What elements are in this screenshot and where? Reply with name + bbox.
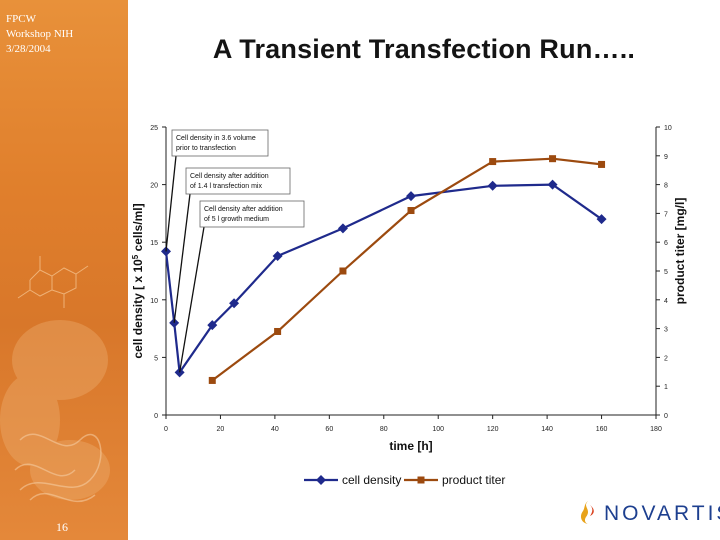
sidebar-panel: FPCW Workshop NIH 3/28/2004 16 — [0, 0, 128, 540]
novartis-logo-text: NOVARTIS — [604, 502, 720, 525]
annotation-text: of 1.4 l transfection mix — [190, 183, 262, 190]
chart-series — [161, 155, 607, 384]
data-point-product-titer — [274, 327, 282, 335]
novartis-logo: NOVARTIS — [572, 497, 720, 527]
sidebar-caption: FPCW Workshop NIH 3/28/2004 — [6, 12, 73, 57]
y-right-tick-label: 6 — [664, 240, 668, 247]
y-left-tick-label: 10 — [150, 298, 158, 305]
annotation-text: Cell density after addition — [204, 206, 283, 213]
x-tick-label: 180 — [650, 426, 662, 433]
y-axis-left-label: cell density [ x 105 cells/ml] — [131, 203, 146, 358]
annotation-box — [171, 129, 269, 157]
y-right-tick-label: 1 — [664, 384, 668, 391]
sidebar-org: FPCW — [6, 13, 36, 25]
y-right-tick-label: 2 — [664, 355, 668, 362]
chart: 0 20 40 60 80 100 120 140 160 1800510152025012345… — [131, 125, 688, 487]
molecule-illustration — [0, 256, 110, 503]
annotation-text: of 5 l growth medium — [204, 216, 269, 223]
y-right-tick-label: 4 — [664, 298, 668, 305]
x-tick-label: 60 — [325, 426, 333, 433]
y-right-tick-label: 10 — [664, 125, 672, 132]
y-axis-left-label-exp: 5 — [131, 254, 140, 259]
y-right-tick-label: 7 — [664, 211, 668, 218]
legend-marker — [417, 476, 425, 484]
y-axis-left-label-main: cell density [ x 10 — [131, 259, 145, 359]
legend-label: product titer — [442, 473, 505, 487]
data-point-product-titer — [208, 376, 216, 384]
data-point-product-titer — [407, 207, 415, 215]
annotation-text: Cell density after addition — [190, 173, 269, 180]
x-tick-label: 120 — [487, 426, 499, 433]
y-axis-left-label-unit: cells/ml] — [131, 203, 145, 254]
y-right-tick-label: 9 — [664, 154, 668, 161]
data-point-product-titer — [489, 158, 497, 166]
annotation-box — [199, 200, 305, 228]
data-point-cell-density — [207, 320, 218, 331]
x-tick-label: 40 — [271, 426, 279, 433]
x-axis-label: time [h] — [389, 439, 432, 453]
y-left-tick-label: 15 — [150, 240, 158, 247]
data-point-cell-density — [337, 223, 348, 234]
data-point-product-titer — [549, 155, 557, 163]
y-axis-right-label: product titer [mg/l] — [673, 198, 687, 305]
data-point-product-titer — [598, 160, 606, 168]
data-point-cell-density — [272, 251, 283, 262]
data-point-cell-density — [406, 191, 416, 202]
annotation-pointer — [165, 155, 177, 252]
data-point-cell-density — [596, 214, 607, 225]
x-tick-label: 140 — [541, 426, 553, 433]
x-tick-label: 20 — [217, 426, 225, 433]
data-point-cell-density — [229, 298, 240, 309]
data-point-cell-density — [547, 179, 558, 190]
slide-number: 16 — [56, 520, 68, 534]
data-point-product-titer — [339, 267, 347, 275]
x-tick-label: 100 — [432, 426, 444, 433]
y-left-tick-label: 0 — [154, 413, 158, 420]
y-left-tick-label: 25 — [150, 125, 158, 132]
annotation-text: prior to transfection — [176, 145, 236, 152]
annotation-pointer — [173, 193, 191, 323]
y-left-tick-label: 5 — [154, 355, 158, 362]
novartis-flame-icon — [580, 501, 594, 524]
annotation-text: Cell density in 3.6 volume — [176, 135, 256, 142]
legend-marker — [316, 475, 326, 485]
chart-labels: time [h] cell density [ x 105 cells/ml] … — [131, 198, 688, 453]
legend-label: cell density — [342, 473, 401, 487]
x-tick-label: 80 — [380, 426, 388, 433]
x-tick-label: 160 — [596, 426, 608, 433]
data-point-cell-density — [487, 180, 498, 191]
x-tick-label: 0 — [164, 426, 168, 433]
annotation-box — [185, 167, 291, 195]
chart-ticks: 0 20 40 60 80 100 120 140 160 1800510152025012345… — [150, 125, 672, 433]
slide-title: A Transient Transfection Run….. — [212, 34, 636, 64]
y-right-tick-label: 0 — [664, 413, 668, 420]
y-right-tick-label: 5 — [664, 269, 668, 276]
sidebar-event: Workshop NIH — [6, 28, 74, 40]
y-right-tick-label: 3 — [664, 327, 668, 334]
y-right-tick-label: 8 — [664, 183, 668, 190]
chart-annotations: Cell density in 3.6 volume prior to trans… — [165, 129, 305, 373]
y-left-tick-label: 20 — [150, 183, 158, 190]
annotation-pointer — [178, 226, 205, 373]
chart-legend: cell density product titer — [304, 473, 505, 487]
sidebar-date: 3/28/2004 — [6, 43, 51, 55]
